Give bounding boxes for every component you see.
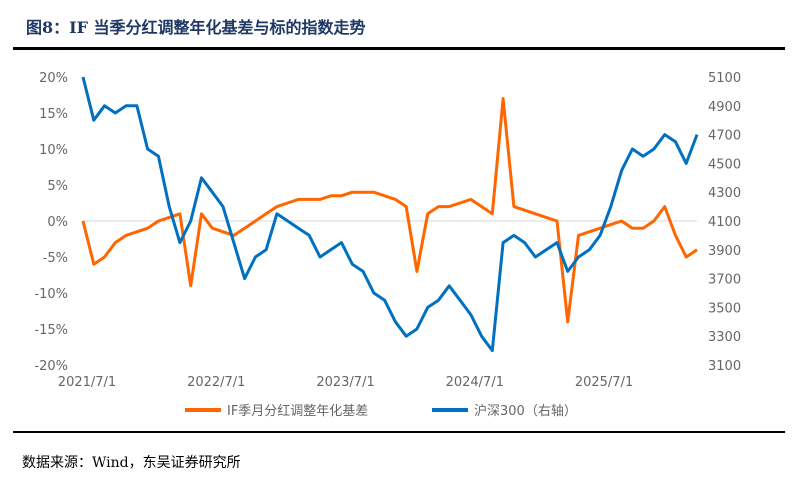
legend-label: 沪深300（右轴）: [474, 403, 577, 419]
y-right-tick-label: 3900: [708, 244, 741, 259]
y-left-tick-label: 5%: [47, 179, 68, 194]
basis-line: [81, 97, 698, 324]
x-tick-label: 2022/7/1: [187, 375, 245, 390]
bottom-divider: [13, 431, 785, 433]
y-right-tick-label: 4300: [708, 186, 741, 201]
y-left-tick-label: -20%: [34, 359, 68, 374]
y-right-tick-label: 4700: [708, 129, 741, 144]
y-right-tick-label: 4500: [708, 157, 741, 172]
hs300-line: [81, 76, 699, 353]
y-right-tick-label: 3500: [708, 301, 741, 316]
y-left-tick-label: 10%: [39, 143, 68, 158]
y-left-tick-label: -10%: [34, 287, 68, 302]
figure-title: 图8：IF 当季分红调整年化基差与标的指数走势: [26, 18, 366, 37]
top-divider: [13, 47, 785, 50]
x-tick-label: 2021/7/1: [58, 375, 116, 390]
y-right-tick-label: 3700: [708, 273, 741, 288]
x-tick-label: 2024/7/1: [446, 375, 504, 390]
y-left-tick-label: 20%: [39, 71, 68, 86]
source-note: 数据来源：Wind，东吴证券研究所: [22, 455, 241, 471]
y-right-tick-label: 4900: [708, 100, 741, 115]
y-right-tick-label: 3100: [708, 359, 741, 374]
y-right-tick-label: 3300: [708, 330, 741, 345]
x-tick-label: 2023/7/1: [316, 375, 374, 390]
y-right-tick-label: 4100: [708, 215, 741, 230]
y-left-tick-label: 0%: [47, 215, 68, 230]
y-left-tick-label: 15%: [39, 107, 68, 122]
y-left-tick-label: -15%: [34, 323, 68, 338]
x-tick-label: 2025/7/1: [575, 375, 633, 390]
legend-label: IF季月分红调整年化基差: [227, 403, 368, 419]
y-left-tick-label: -5%: [43, 251, 68, 266]
y-right-tick-label: 5100: [708, 71, 741, 86]
